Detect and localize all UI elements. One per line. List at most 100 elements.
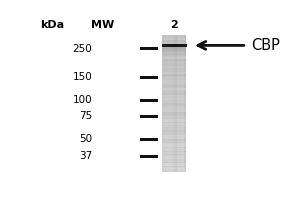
Bar — [178, 44, 179, 47]
Bar — [162, 121, 186, 123]
Bar — [174, 44, 175, 47]
Bar — [167, 44, 168, 47]
Bar — [162, 102, 186, 103]
Bar — [162, 37, 186, 38]
Bar — [140, 99, 158, 102]
Bar — [162, 65, 186, 67]
Bar — [169, 44, 170, 47]
Bar — [162, 112, 186, 114]
Bar — [175, 44, 176, 47]
Bar — [162, 123, 186, 124]
Bar — [162, 84, 186, 85]
Bar — [162, 55, 186, 57]
Bar — [162, 137, 186, 139]
Bar — [140, 155, 158, 158]
Bar — [162, 143, 186, 144]
Bar — [162, 150, 186, 151]
Bar — [172, 35, 173, 172]
Bar — [162, 92, 186, 93]
Bar — [162, 35, 186, 36]
Bar — [162, 89, 186, 91]
Bar — [162, 104, 186, 106]
Bar — [162, 77, 186, 78]
Bar — [162, 142, 186, 143]
Bar — [162, 81, 186, 83]
Bar — [184, 35, 186, 172]
Text: CBP: CBP — [251, 38, 280, 53]
Bar — [162, 113, 186, 115]
Bar — [162, 51, 186, 52]
Bar — [162, 46, 186, 47]
Bar — [162, 54, 186, 55]
Bar — [162, 139, 186, 140]
Bar — [185, 44, 187, 47]
Bar — [162, 134, 186, 135]
Bar — [162, 86, 186, 87]
Bar — [179, 44, 180, 47]
Bar — [162, 117, 186, 118]
Bar — [171, 44, 172, 47]
Bar — [162, 115, 186, 116]
Bar — [162, 36, 186, 37]
Bar — [162, 75, 186, 76]
Bar — [162, 100, 186, 101]
Bar — [162, 129, 186, 131]
Bar — [162, 76, 186, 77]
Bar — [162, 169, 186, 171]
Bar — [162, 39, 186, 40]
Bar — [162, 131, 186, 132]
Bar — [162, 118, 186, 119]
Bar — [162, 79, 186, 80]
Bar — [162, 127, 186, 128]
Bar — [162, 60, 186, 61]
Bar — [140, 47, 158, 50]
Bar — [162, 153, 186, 155]
Bar — [162, 164, 186, 165]
Bar — [162, 83, 186, 84]
Bar — [162, 44, 186, 45]
Bar — [140, 138, 158, 141]
Bar — [162, 64, 186, 66]
Bar — [162, 111, 186, 112]
Bar — [162, 62, 186, 63]
Bar — [140, 76, 158, 79]
Bar — [162, 71, 186, 72]
Bar — [162, 63, 186, 64]
Bar — [162, 108, 186, 109]
Text: 75: 75 — [79, 111, 92, 121]
Bar — [184, 44, 185, 47]
Bar — [162, 53, 186, 55]
Bar — [177, 44, 178, 47]
Bar — [162, 80, 186, 82]
Bar — [162, 48, 186, 50]
Bar — [185, 44, 186, 47]
Bar — [162, 72, 186, 74]
Bar — [162, 120, 186, 122]
Bar — [162, 56, 186, 58]
Bar — [162, 133, 186, 134]
Bar — [162, 149, 186, 150]
Bar — [168, 44, 169, 47]
Bar — [162, 152, 186, 154]
Bar — [162, 70, 186, 71]
Bar — [162, 52, 186, 54]
Text: 250: 250 — [72, 44, 92, 54]
Bar — [162, 124, 186, 125]
Text: 37: 37 — [79, 151, 92, 161]
Bar — [162, 99, 186, 100]
Bar — [162, 144, 186, 146]
Bar — [162, 171, 186, 172]
Bar — [162, 73, 186, 75]
Text: 50: 50 — [79, 134, 92, 144]
Bar — [162, 56, 186, 58]
Bar — [162, 135, 186, 136]
Bar — [162, 110, 186, 111]
Bar — [162, 161, 186, 163]
Bar — [162, 168, 186, 170]
Bar — [162, 132, 186, 133]
Bar — [162, 51, 186, 53]
Bar — [162, 88, 186, 90]
Bar — [163, 35, 164, 172]
Bar — [162, 167, 186, 168]
Text: 100: 100 — [73, 95, 92, 105]
